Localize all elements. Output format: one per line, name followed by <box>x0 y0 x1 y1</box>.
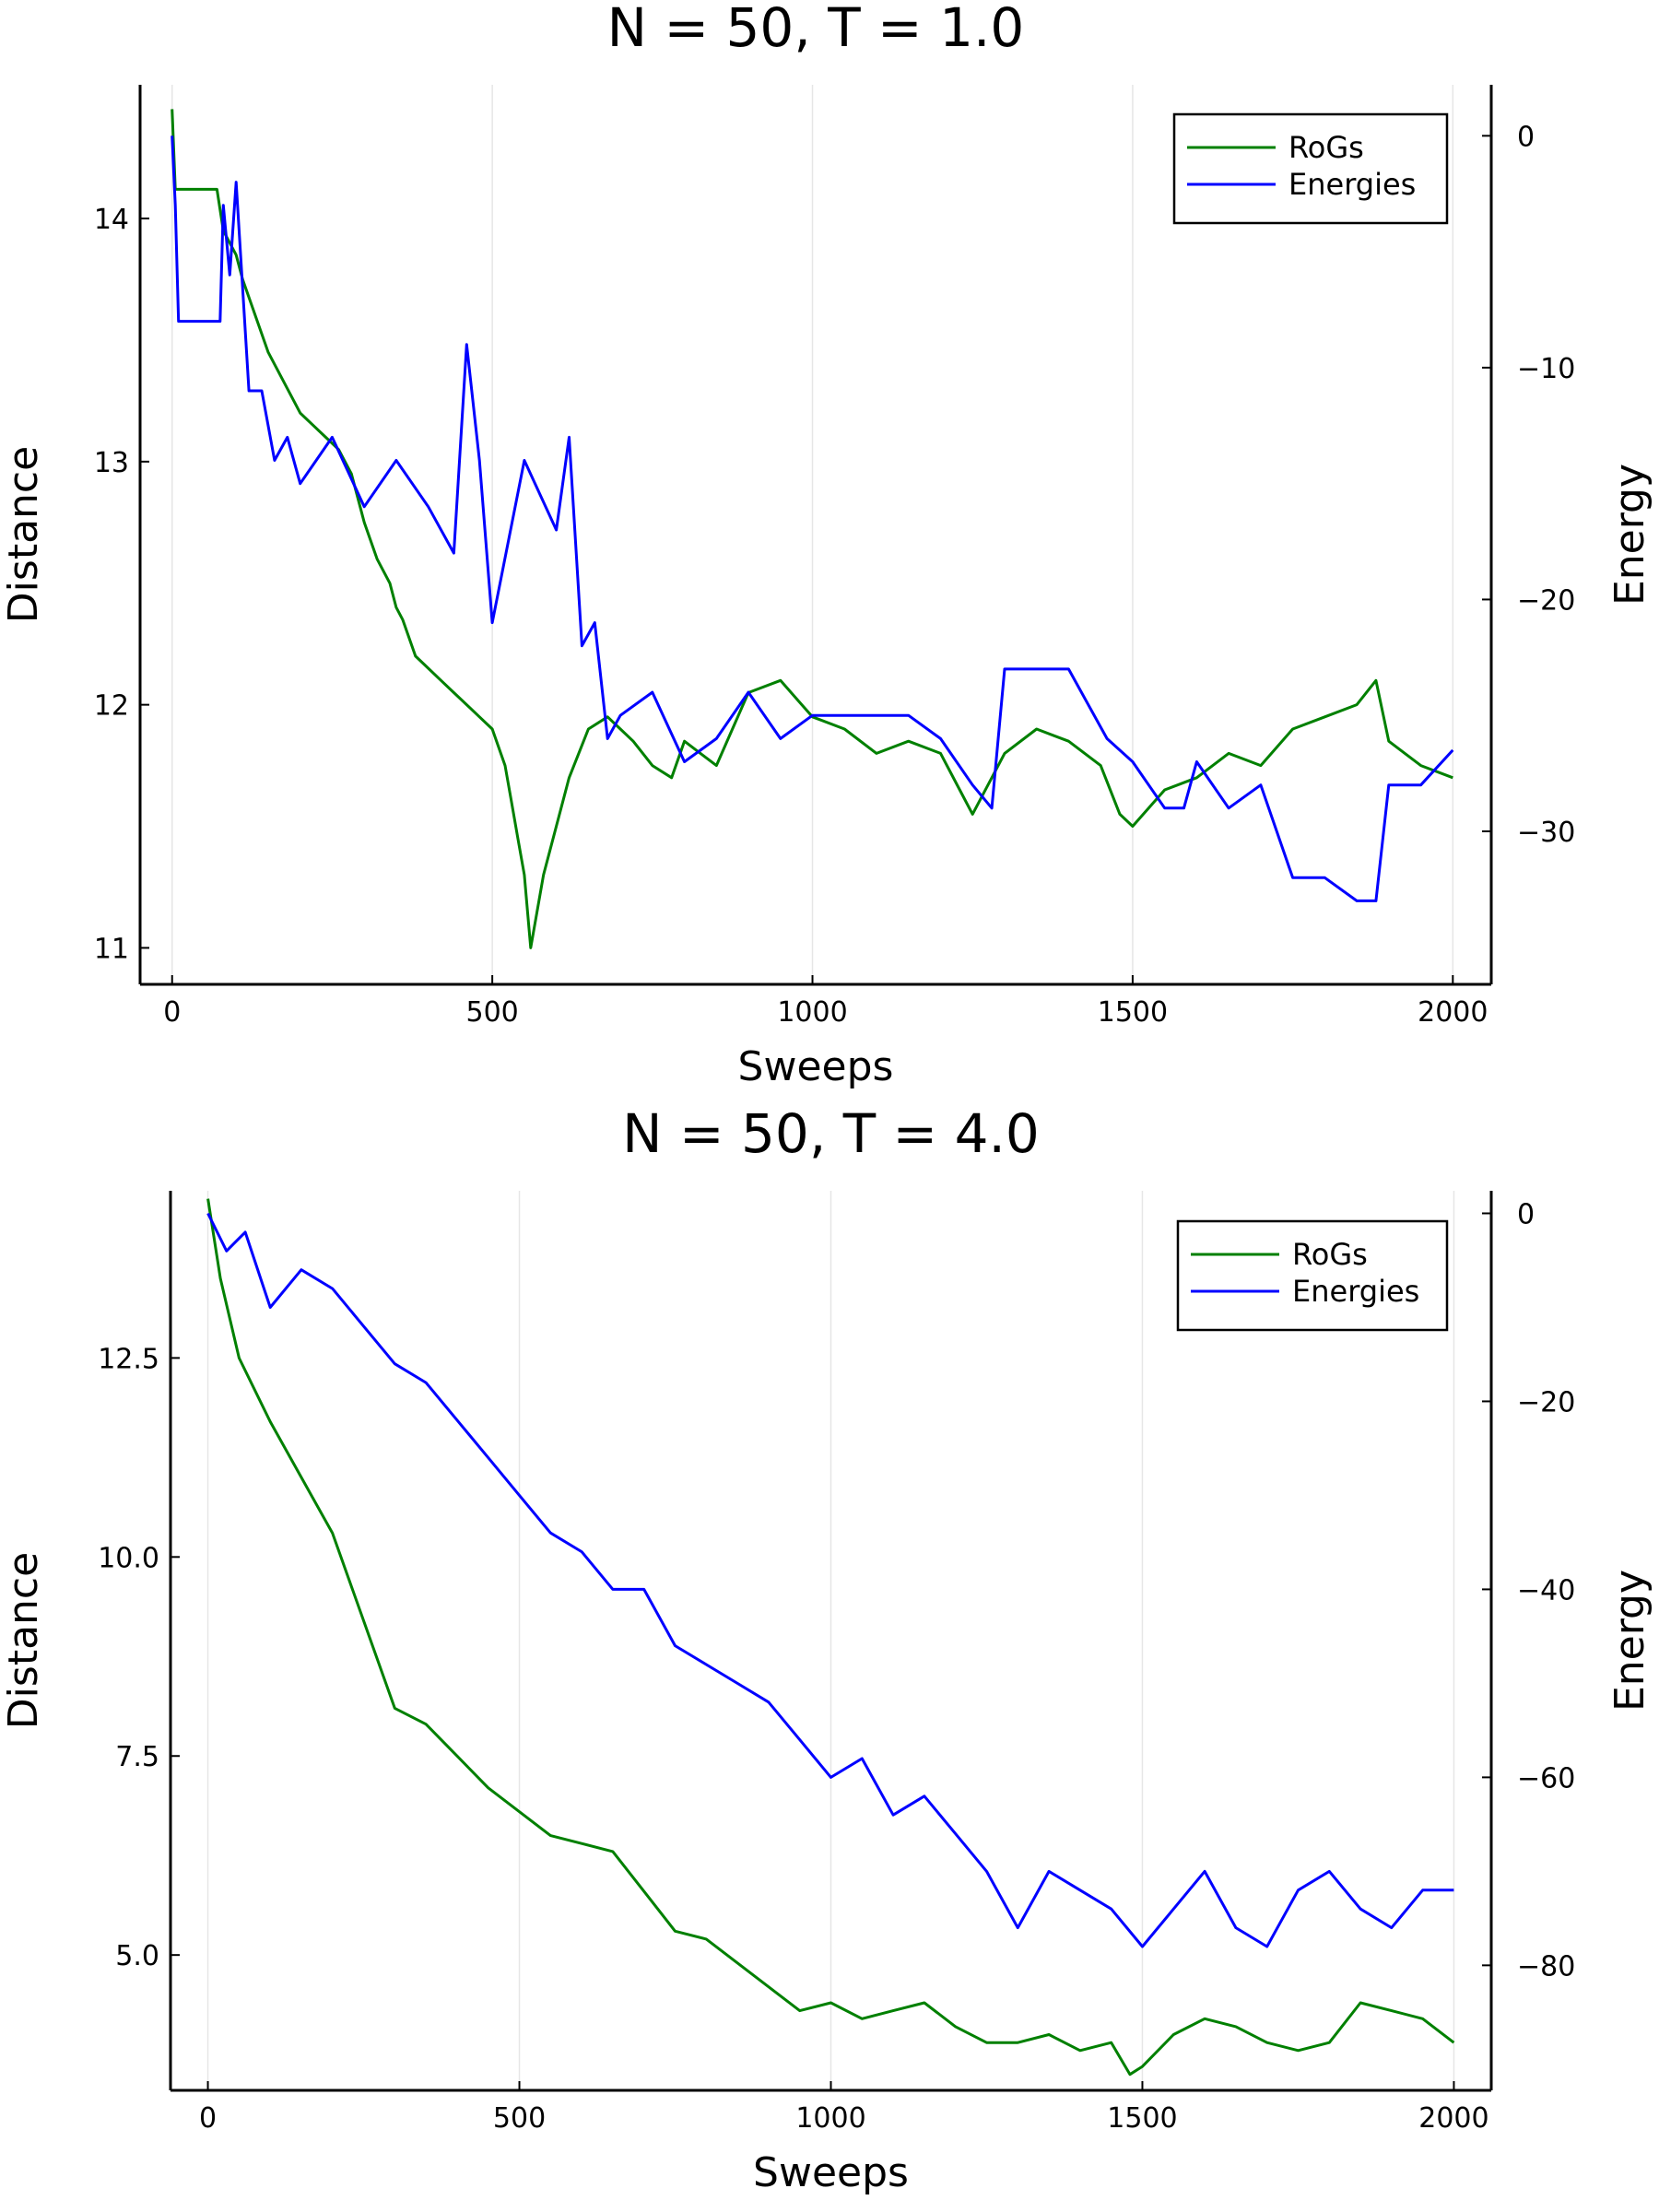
y-tick-label: 14 <box>94 204 129 236</box>
x-axis-label: Sweeps <box>738 1043 894 1090</box>
y2-tick-label: 0 <box>1517 1198 1535 1230</box>
x-tick-label: 500 <box>465 996 518 1029</box>
y-tick-label: 5.0 <box>115 1940 159 1972</box>
y2-tick-label: −10 <box>1517 353 1575 385</box>
x-tick-label: 0 <box>163 996 181 1029</box>
y-tick-label: 13 <box>94 447 129 479</box>
chart-panel-2: 0 500 1000 1500 2000 5.0 7.5 10.0 12.5 0 −20 −40 −60… <box>0 1102 1653 2196</box>
y2-tick-label: 0 <box>1517 121 1535 153</box>
x-tick-label: 0 <box>199 2102 217 2135</box>
x-tick-label: 1000 <box>795 2102 865 2135</box>
y2-tick-label: −60 <box>1517 1762 1575 1794</box>
legend-label-energies: Energies <box>1292 1274 1419 1309</box>
series-line-rogs <box>206 1198 1455 2077</box>
x-tick-label: 1500 <box>1107 2102 1177 2135</box>
legend-label-energies: Energies <box>1288 167 1416 202</box>
y2-axis-label: Energy <box>1606 464 1653 606</box>
series-line-energies <box>206 1212 1454 1948</box>
y-tick-label: 10.0 <box>98 1542 159 1574</box>
y2-tick-label: −20 <box>1517 584 1575 617</box>
y2-axis-label: Energy <box>1606 1570 1653 1712</box>
y-tick-label: 12.5 <box>98 1343 159 1375</box>
series-group <box>171 109 1454 949</box>
y2-tick-label: −80 <box>1517 1950 1575 1983</box>
y-tick-label: 7.5 <box>115 1741 159 1773</box>
x-axis-label: Sweeps <box>753 2149 909 2196</box>
y-axis-label: Distance <box>0 446 47 623</box>
chart-title: N = 50, T = 4.0 <box>622 1102 1040 1165</box>
chart-panel-1: 0 500 1000 1500 2000 11 12 13 14 0 −10 −20 −30 N = 50… <box>0 0 1653 1090</box>
legend-box <box>1176 1219 1449 1332</box>
series-group <box>206 1198 1455 2077</box>
y-tick-label: 11 <box>94 933 129 965</box>
x-tick-label: 2000 <box>1418 2102 1488 2135</box>
y-tick-label: 12 <box>94 690 129 723</box>
legend-box <box>1172 112 1449 225</box>
y2-tick-label: −40 <box>1517 1574 1575 1606</box>
series-line-energies <box>171 135 1454 902</box>
legend-label-rogs: RoGs <box>1288 130 1364 165</box>
y2-tick-label: −30 <box>1517 817 1575 849</box>
y-axis-label: Distance <box>0 1552 47 1729</box>
legend-label-rogs: RoGs <box>1292 1237 1368 1272</box>
x-tick-label: 2000 <box>1418 996 1488 1029</box>
y2-tick-label: −20 <box>1517 1386 1575 1418</box>
chart-title: N = 50, T = 1.0 <box>607 0 1025 59</box>
x-tick-label: 1000 <box>777 996 847 1029</box>
x-tick-label: 500 <box>493 2102 546 2135</box>
x-tick-label: 1500 <box>1098 996 1168 1029</box>
